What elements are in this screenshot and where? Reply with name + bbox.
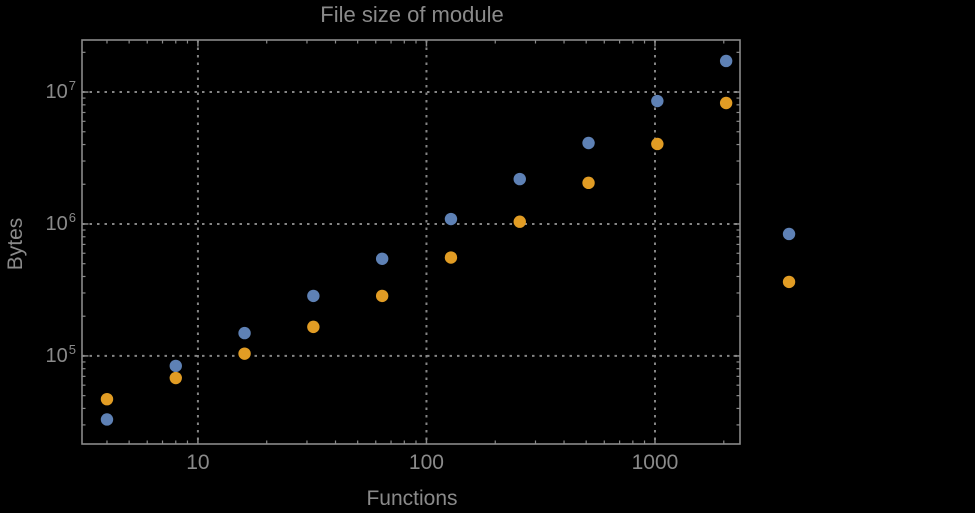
chart-title: File size of module xyxy=(320,2,504,27)
data-point-orange xyxy=(513,215,526,228)
data-point-orange xyxy=(719,96,733,110)
x-tick-label-10: 10 xyxy=(186,451,210,474)
data-point-blue xyxy=(375,252,389,265)
plot-frame xyxy=(81,39,741,445)
data-point-blue xyxy=(169,359,182,373)
x-axis-label: Functions xyxy=(366,487,458,510)
legend-marker-blue xyxy=(782,227,796,241)
data-point-blue xyxy=(719,54,733,68)
y-tick-base: 10 xyxy=(45,81,68,104)
y-tick-label-10e6: 106 xyxy=(6,211,76,235)
y-tick-label-10e7: 107 xyxy=(6,79,76,104)
data-point-orange xyxy=(307,320,320,334)
y-tick-label-10e5: 105 xyxy=(6,343,76,367)
x-tick-label-100: 100 xyxy=(408,451,444,474)
data-point-blue xyxy=(444,212,458,226)
data-point-blue xyxy=(582,136,595,150)
data-point-orange xyxy=(582,176,595,190)
data-point-blue xyxy=(100,413,114,426)
y-tick-base: 10 xyxy=(45,212,68,235)
data-point-orange xyxy=(100,392,114,406)
data-point-orange xyxy=(375,289,389,303)
data-point-orange xyxy=(444,251,458,264)
data-point-orange xyxy=(651,137,664,151)
y-tick-exponent: 5 xyxy=(68,341,76,357)
y-tick-exponent: 7 xyxy=(68,78,76,94)
data-point-blue xyxy=(238,326,251,340)
data-point-orange xyxy=(238,347,251,360)
y-tick-base: 10 xyxy=(45,344,68,367)
data-point-blue xyxy=(513,172,526,186)
data-point-blue xyxy=(307,289,320,303)
legend-marker-orange xyxy=(782,275,796,289)
x-tick-label-1000: 1000 xyxy=(631,451,679,474)
data-point-orange xyxy=(169,371,182,385)
y-tick-exponent: 6 xyxy=(68,209,76,225)
data-point-blue xyxy=(651,94,664,108)
